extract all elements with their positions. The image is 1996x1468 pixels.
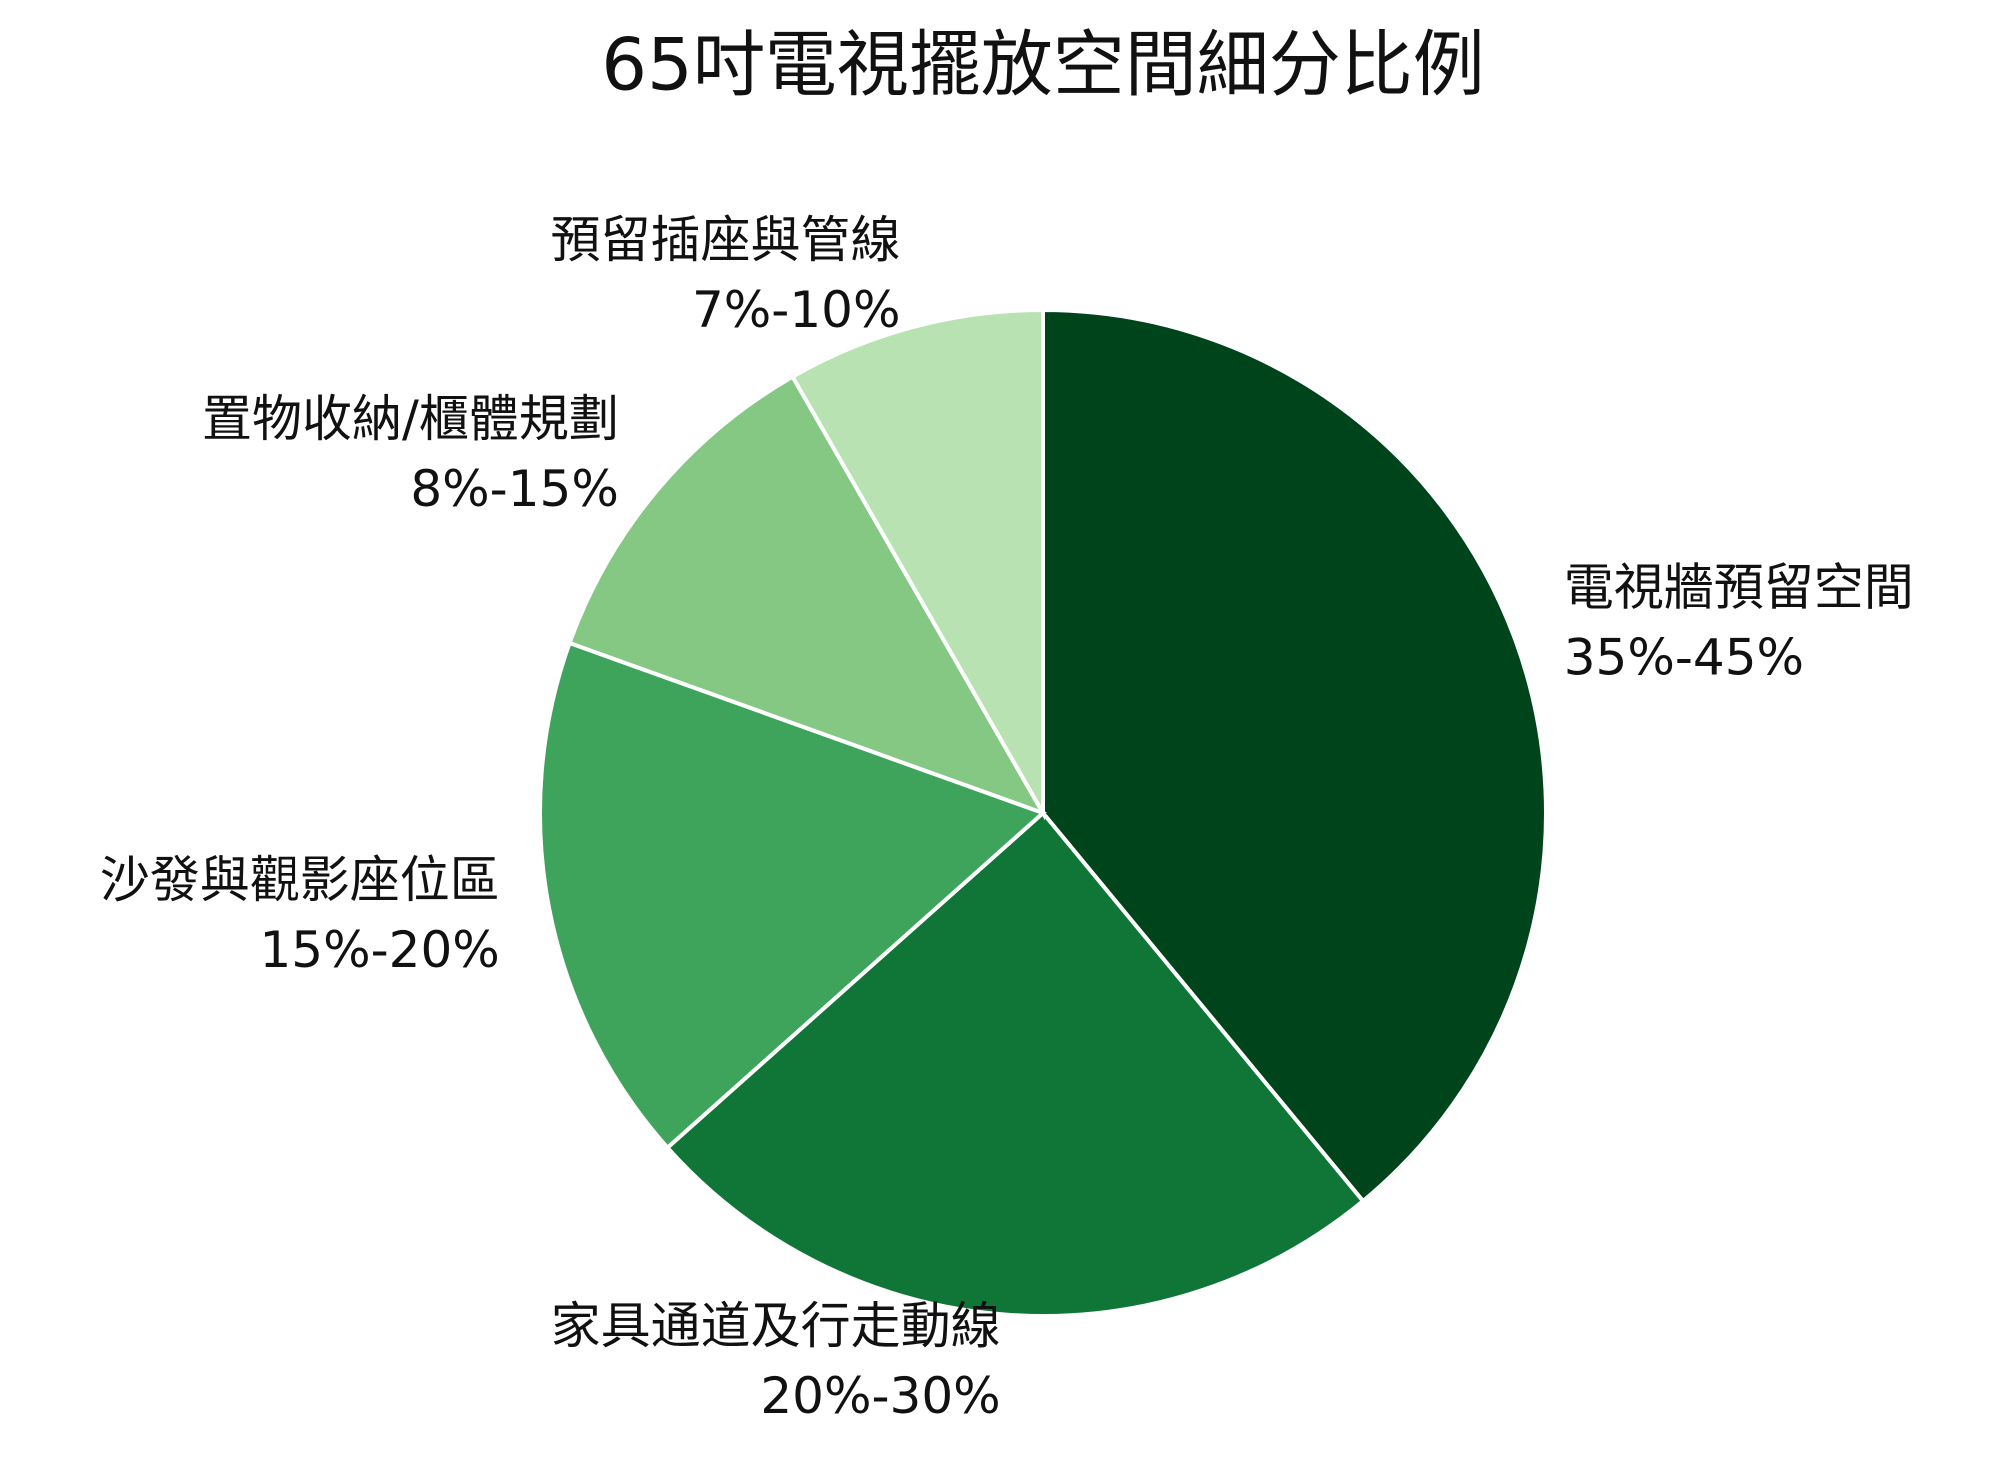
value-label: 35%-45%	[1564, 628, 1804, 686]
pie-slice	[664, 810, 1366, 1318]
pie-slice	[1041, 307, 1548, 1204]
chart-title: 65吋電視擺放空間細分比例	[601, 23, 1485, 107]
slice-label: 電視牆預留空間	[1564, 558, 1914, 616]
pie-slice	[789, 307, 1045, 821]
value-label: 15%-20%	[260, 921, 500, 979]
pie-slice	[567, 374, 1048, 817]
slice-label: 置物收納/櫃體規劃	[202, 390, 619, 448]
slice-label: 預留插座與管線	[550, 211, 900, 269]
slice-label: 沙發與觀影座位區	[100, 851, 500, 909]
value-label: 20%-30%	[760, 1367, 1000, 1425]
value-label: 8%-15%	[410, 460, 619, 518]
slice-label: 家具通道及行走動線	[551, 1297, 1001, 1355]
value-label: 7%-10%	[692, 281, 901, 339]
